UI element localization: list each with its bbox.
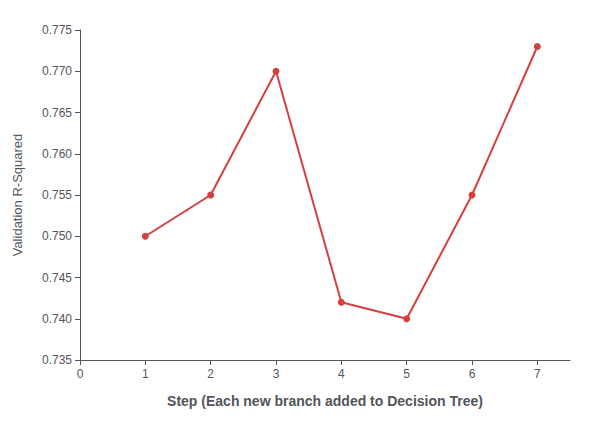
svg-text:5: 5	[403, 367, 410, 381]
svg-text:0: 0	[77, 367, 84, 381]
svg-text:0.765: 0.765	[42, 106, 72, 120]
svg-text:0.775: 0.775	[42, 23, 72, 37]
svg-text:3: 3	[273, 367, 280, 381]
svg-text:0.745: 0.745	[42, 271, 72, 285]
svg-text:2: 2	[207, 367, 214, 381]
svg-text:0.755: 0.755	[42, 188, 72, 202]
svg-text:4: 4	[338, 367, 345, 381]
svg-text:Validation R-Squared: Validation R-Squared	[10, 134, 25, 257]
svg-text:6: 6	[469, 367, 476, 381]
svg-text:0.750: 0.750	[42, 229, 72, 243]
svg-text:0.770: 0.770	[42, 64, 72, 78]
svg-text:1: 1	[142, 367, 149, 381]
svg-text:0.735: 0.735	[42, 353, 72, 367]
svg-text:Step (Each new branch added to: Step (Each new branch added to Decision …	[167, 393, 483, 409]
svg-text:7: 7	[534, 367, 541, 381]
svg-text:0.760: 0.760	[42, 147, 72, 161]
svg-text:0.740: 0.740	[42, 312, 72, 326]
